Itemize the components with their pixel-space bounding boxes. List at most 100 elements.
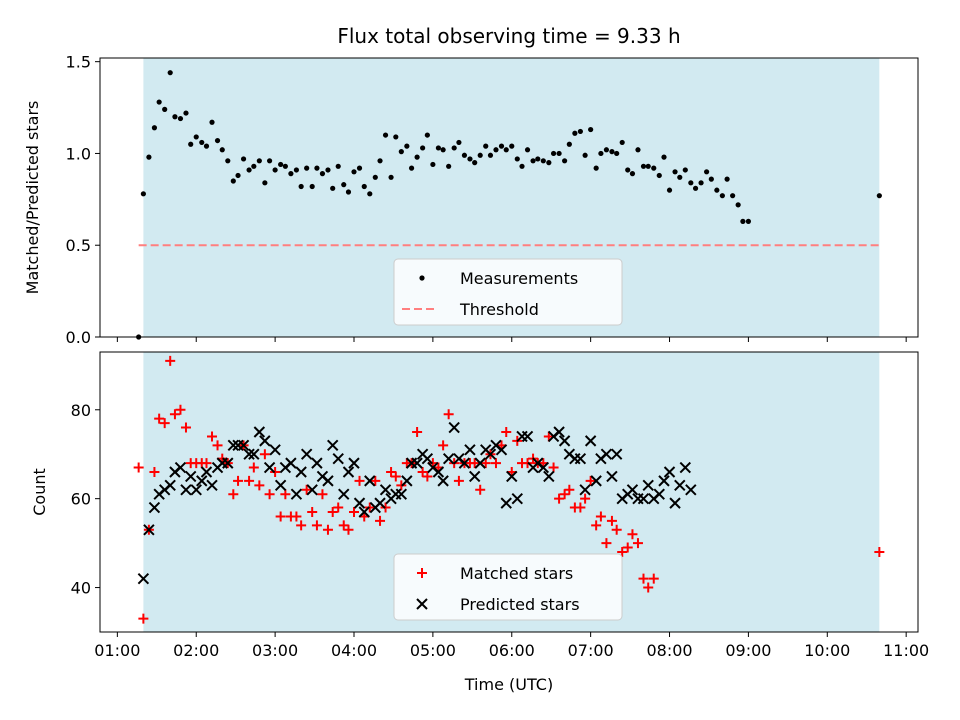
predicted-star-point: [606, 470, 618, 483]
predicted-star-point: [474, 457, 486, 469]
measurement-point: [487, 152, 494, 158]
measurement-point: [509, 143, 515, 149]
measurement-point: [562, 158, 568, 164]
predicted-star-point: [553, 426, 565, 438]
measurement-point: [172, 114, 178, 120]
matched-star-point: [307, 507, 318, 517]
matched-star-point: [643, 582, 654, 593]
predicted-star-point: [174, 461, 187, 474]
measurement-point: [420, 145, 426, 151]
measurement-point: [199, 139, 205, 146]
predicted-star-point: [326, 439, 339, 452]
measurement-point: [535, 156, 541, 162]
predicted-star-point: [358, 506, 370, 518]
measurement-point: [146, 154, 152, 160]
measurement-point: [483, 143, 489, 149]
x-tick-label: 10:00: [804, 641, 850, 660]
matched-star-point: [296, 520, 307, 531]
matched-star-point: [617, 547, 628, 557]
measurement-point: [262, 180, 268, 186]
matched-star-point: [564, 484, 575, 495]
measurement-point: [225, 158, 231, 164]
matched-star-point: [322, 524, 333, 535]
matched-star-point: [338, 520, 349, 531]
predicted-star-point: [263, 461, 276, 474]
measurement-point: [461, 152, 468, 158]
matched-star-point: [311, 520, 322, 531]
matched-star-point: [559, 489, 570, 500]
x-axis-label: Time (UTC): [464, 675, 553, 694]
predicted-star-point: [600, 448, 613, 460]
matched-star-point: [412, 427, 423, 437]
predicted-star-point: [442, 452, 455, 465]
legend-box: [393, 258, 623, 326]
matched-star-point: [475, 484, 486, 495]
matched-star-point: [375, 515, 386, 526]
y-tick-label: 0.0: [66, 328, 91, 347]
measurement-point: [572, 130, 578, 136]
measurement-point: [730, 193, 736, 199]
predicted-star-point: [653, 488, 665, 500]
matched-star-point: [138, 613, 149, 624]
measurement-point: [609, 149, 615, 155]
measurement-point: [162, 106, 168, 112]
predicted-star-point: [679, 461, 692, 474]
y-tick-label: 0.5: [66, 236, 91, 255]
measurement-point: [177, 115, 184, 122]
matched-star-point: [606, 515, 617, 526]
predicted-star-point: [574, 452, 587, 465]
matched-star-point: [469, 458, 480, 469]
series-predicted-stars: [137, 421, 697, 585]
measurement-point: [325, 167, 331, 173]
measurement-point: [493, 147, 499, 153]
matched-star-point: [585, 475, 596, 486]
measurement-point: [651, 165, 657, 171]
matched-star-point: [611, 524, 622, 535]
predicted-star-point: [674, 479, 686, 492]
predicted-star-point: [253, 426, 266, 438]
predicted-star-point: [290, 488, 303, 500]
measurement-point: [661, 154, 667, 160]
matched-star-point: [343, 524, 354, 535]
measurement-point: [514, 156, 520, 162]
legend: Matched stars Predicted stars: [393, 553, 623, 621]
x-tick-label: 04:00: [331, 641, 377, 660]
measurement-point: [451, 145, 457, 151]
measurement-point: [293, 167, 300, 173]
matched-star-point: [390, 471, 401, 482]
measurement-point: [240, 156, 247, 162]
measurement-point: [361, 183, 367, 190]
measurement-point: [424, 132, 430, 138]
matched-star-point: [333, 502, 344, 513]
matched-star-point: [627, 529, 638, 540]
predicted-star-point: [537, 461, 550, 474]
predicted-star-point: [243, 448, 255, 460]
measurement-point: [430, 161, 436, 168]
bottom-panel: 01:00 02:00 03:00 04:00 05:00 06:00 07:00 08:00…: [30, 351, 929, 660]
measurement-point: [440, 147, 446, 153]
measurement-point: [582, 152, 588, 158]
predicted-star-point: [411, 457, 423, 469]
x-tick-label: 07:00: [568, 641, 614, 660]
predicted-star-point: [590, 475, 602, 487]
matched-star-point: [348, 507, 359, 517]
y-tick-label: 40: [71, 579, 91, 598]
axes-frame: [99, 57, 919, 338]
legend-label: Threshold: [459, 300, 539, 319]
predicted-star-point: [579, 484, 591, 496]
y-tick-label: 1.5: [66, 53, 91, 72]
matched-star-point: [248, 462, 259, 473]
measurement-point: [193, 134, 199, 140]
predicted-star-point: [464, 444, 476, 456]
predicted-star-point: [164, 479, 176, 492]
predicted-star-point: [196, 475, 208, 487]
legend-label: Predicted stars: [460, 595, 580, 614]
measurement-point: [645, 163, 651, 169]
measurement-point: [682, 167, 688, 173]
predicted-star-point: [685, 484, 697, 496]
measurement-point: [319, 171, 326, 177]
predicted-star-point: [259, 435, 271, 447]
predicted-star-point: [148, 501, 161, 514]
legend-box: [393, 553, 623, 621]
matched-star-point: [591, 520, 602, 531]
